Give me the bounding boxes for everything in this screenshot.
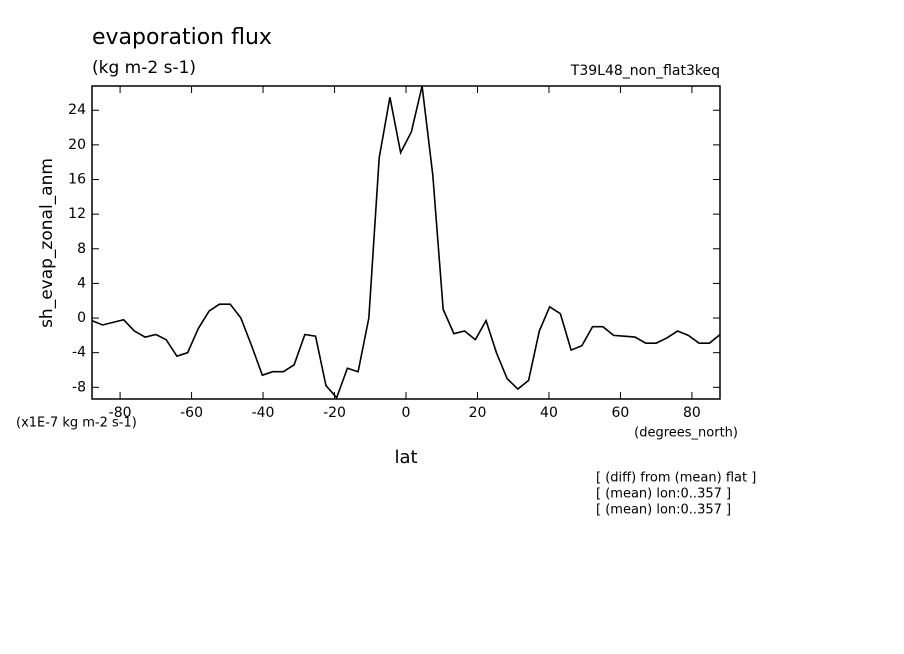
note: [ (mean) lon:0..357 ]	[596, 487, 731, 502]
x-axis-label: lat	[394, 447, 417, 468]
x-tick-label: 0	[402, 405, 411, 421]
x-tick-label: -80	[109, 405, 132, 421]
x-tick-label: -20	[323, 405, 346, 421]
x-tick-label: -40	[252, 405, 275, 421]
y-tick-label: 24	[68, 102, 86, 118]
x-tick-label: 20	[469, 405, 487, 421]
y-tick-label: 8	[77, 241, 86, 257]
y-units: (x1E-7 kg m-2 s-1)	[16, 416, 137, 431]
data-line	[91, 85, 721, 400]
y-axis-label: sh_evap_zonal_anm	[37, 158, 57, 328]
note: [ (mean) lon:0..357 ]	[596, 503, 731, 518]
note: [ (diff) from (mean) flat ]	[596, 471, 756, 486]
chart-subtitle: (kg m-2 s-1)	[92, 58, 196, 78]
y-tick-label: 4	[77, 275, 86, 291]
plot-frame	[91, 85, 721, 400]
y-tick-label: -4	[72, 345, 86, 361]
y-tick-label: 20	[68, 137, 86, 153]
y-tick-label: 12	[68, 206, 86, 222]
x-tick-label: 40	[540, 405, 558, 421]
y-tick-label: 0	[77, 310, 86, 326]
x-tick-label: -60	[180, 405, 203, 421]
chart-title: evaporation flux	[92, 25, 272, 50]
x-units: (degrees_north)	[634, 426, 738, 441]
x-tick-label: 80	[683, 405, 701, 421]
experiment-label: T39L48_non_flat3keq	[570, 63, 720, 79]
y-tick-label: 16	[68, 172, 86, 188]
x-tick-label: 60	[612, 405, 630, 421]
y-tick-label: -8	[72, 379, 86, 395]
